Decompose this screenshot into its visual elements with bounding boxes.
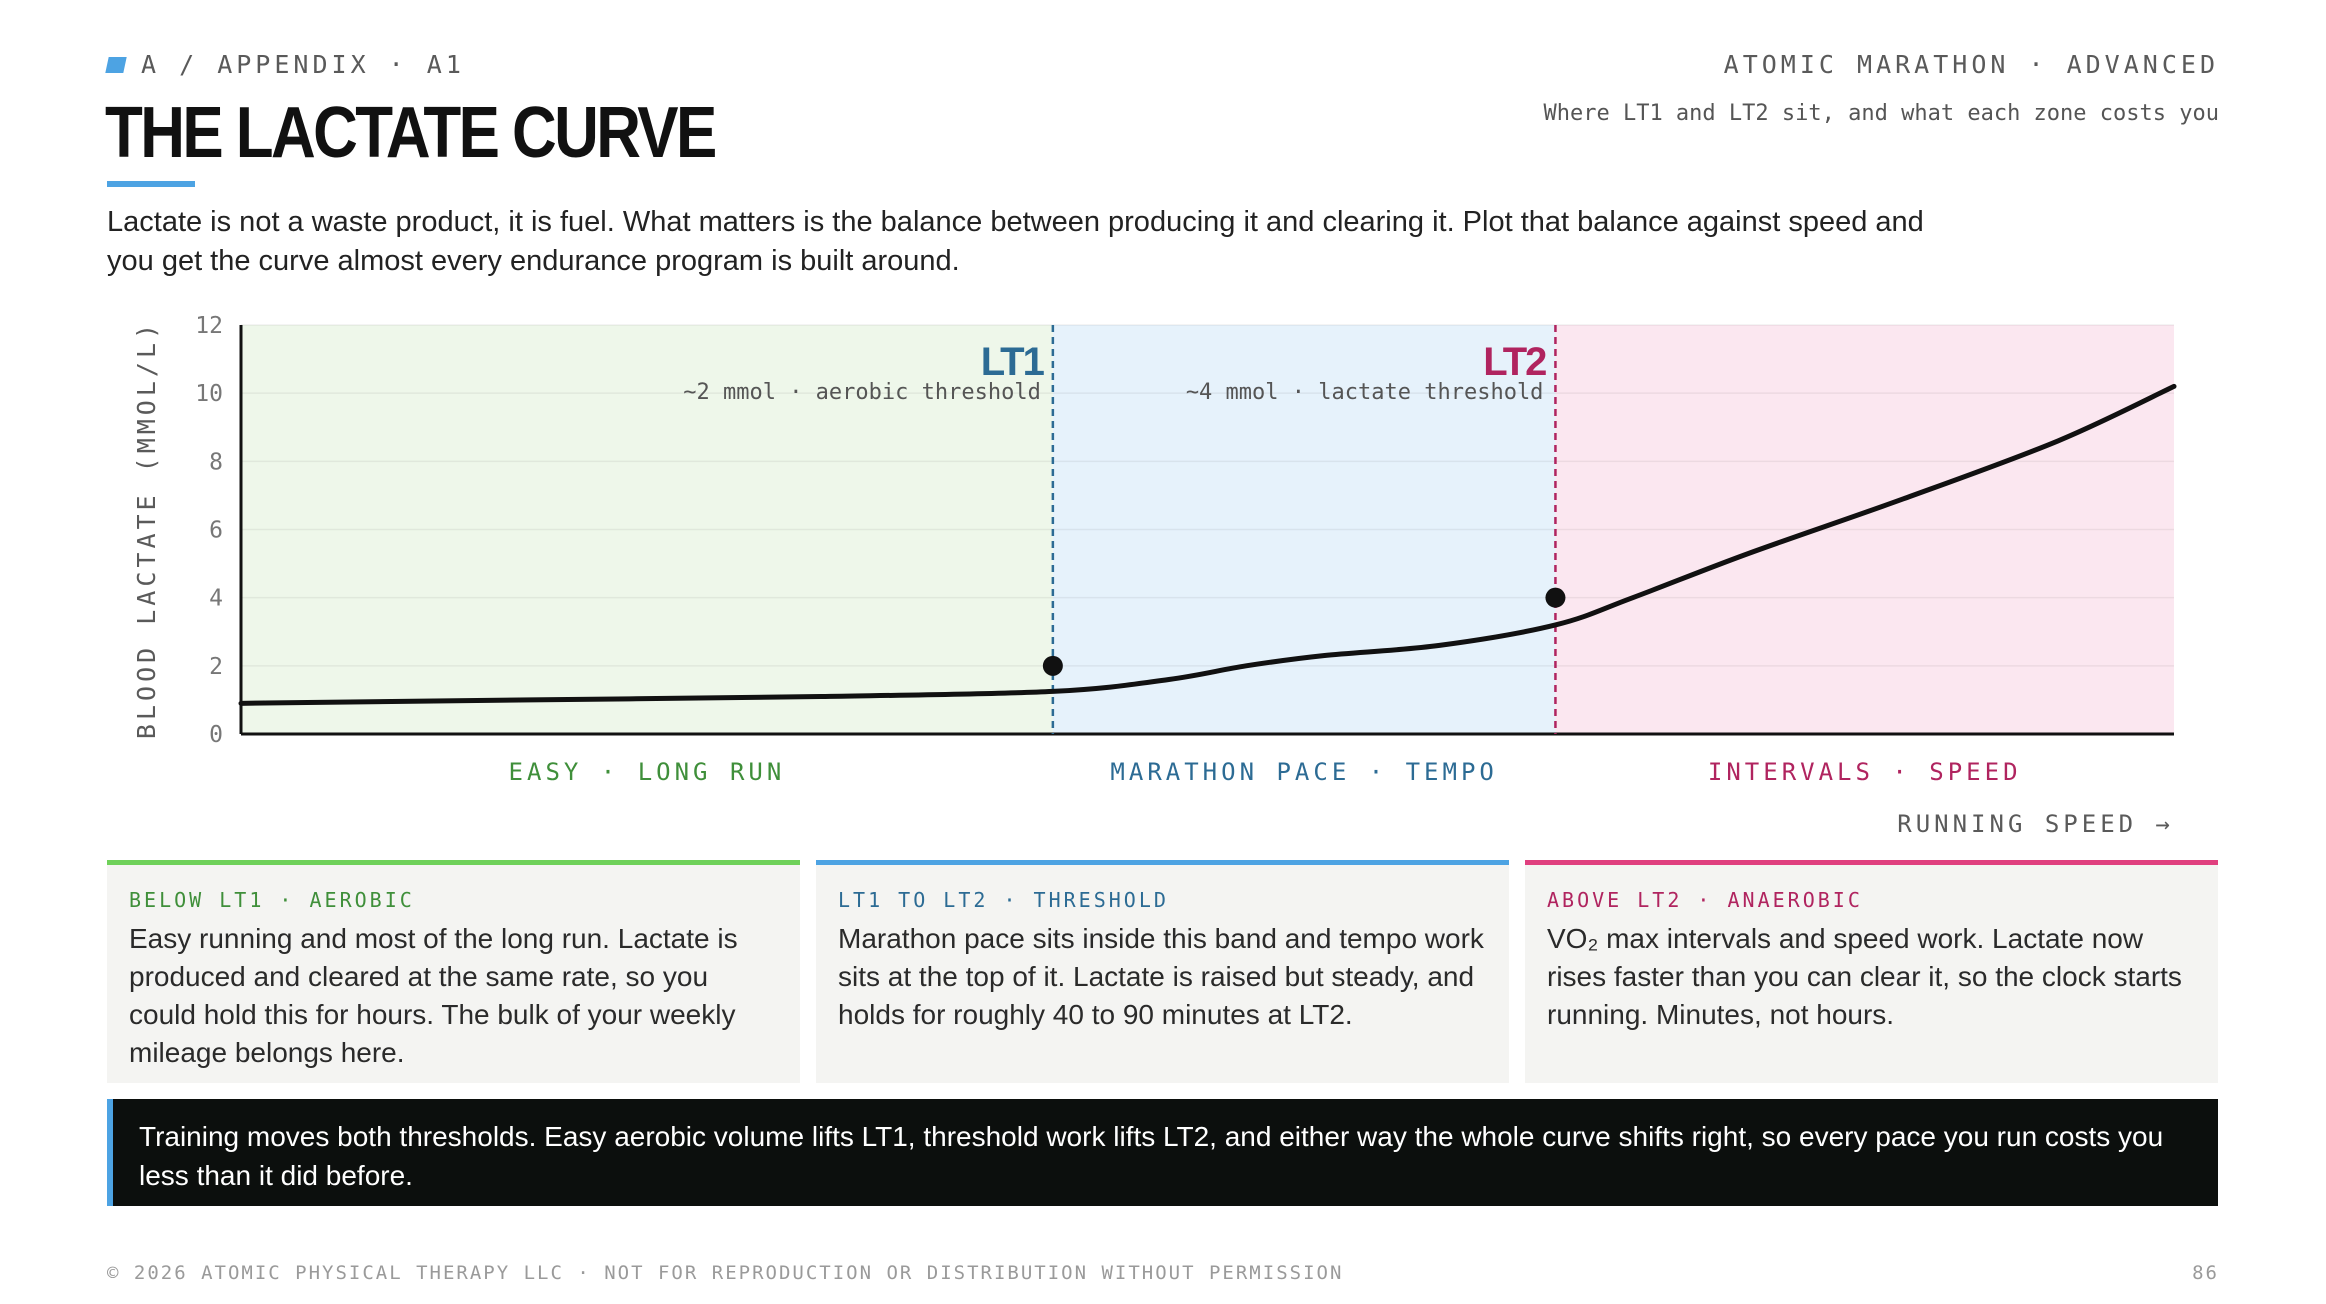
- breadcrumb: A / APPENDIX · A1: [105, 50, 465, 79]
- card-aerobic-body: Easy running and most of the long run. L…: [129, 923, 738, 1068]
- card-aerobic-title: BELOW LT1 · AEROBIC: [129, 888, 415, 912]
- zone-label-2: INTERVALS · SPEED: [1708, 758, 2022, 786]
- zone-label-0: EASY · LONG RUN: [509, 758, 786, 786]
- callout-accent: [107, 1099, 113, 1206]
- card-anaerobic-title: ABOVE LT2 · ANAEROBIC: [1547, 888, 1863, 912]
- x-axis-label: RUNNING SPEED →: [1897, 810, 2174, 838]
- card-anaerobic-body: VO₂ max intervals and speed work. Lactat…: [1547, 923, 2182, 1030]
- card-threshold-body: Marathon pace sits inside this band and …: [838, 923, 1484, 1030]
- threshold-label-lt2: LT2: [1483, 340, 1546, 384]
- card-threshold: LT1 TO LT2 · THRESHOLD Marathon pace sit…: [816, 860, 1509, 1083]
- zone-band-0: [241, 325, 1053, 734]
- threshold-note-lt2: ~4 mmol · lactate threshold: [1186, 380, 1544, 405]
- page-number: 86: [2192, 1262, 2219, 1284]
- zone-cards: BELOW LT1 · AEROBIC Easy running and mos…: [107, 860, 2218, 1083]
- callout-text: Training moves both thresholds. Easy aer…: [139, 1121, 2164, 1191]
- page-title: THE LACTATE CURVE: [105, 93, 717, 173]
- summary-callout: Training moves both thresholds. Easy aer…: [107, 1099, 2218, 1206]
- y-tick-label-0: 0: [209, 722, 223, 748]
- card-anaerobic: ABOVE LT2 · ANAEROBIC VO₂ max intervals …: [1525, 860, 2218, 1083]
- y-tick-label-1: 2: [209, 654, 223, 680]
- footer-copyright: © 2026 ATOMIC PHYSICAL THERAPY LLC · NOT…: [107, 1262, 1344, 1284]
- brand-label: ATOMIC MARATHON · ADVANCED: [1723, 50, 2219, 79]
- breadcrumb-text: A / APPENDIX · A1: [141, 50, 465, 79]
- intro-paragraph: Lactate is not a waste product, it is fu…: [107, 206, 1924, 277]
- y-tick-label-3: 6: [209, 518, 223, 544]
- y-axis-label: BLOOD LACTATE (MMOL/L): [132, 320, 161, 739]
- threshold-note-lt1: ~2 mmol · aerobic threshold: [683, 380, 1041, 405]
- y-tick-label-2: 4: [209, 586, 223, 612]
- threshold-point-lt2: [1545, 587, 1566, 608]
- threshold-label-lt1: LT1: [981, 340, 1045, 384]
- lactate-curve-line: [238, 383, 2177, 706]
- page-subtitle: Where LT1 and LT2 sit, and what each zon…: [1543, 101, 2219, 126]
- threshold-point-lt1: [1042, 655, 1063, 676]
- card-threshold-title: LT1 TO LT2 · THRESHOLD: [838, 888, 1169, 912]
- zone-label-1: MARATHON PACE · TEMPO: [1110, 758, 1497, 786]
- card-threshold-bar: [816, 860, 1509, 865]
- card-anaerobic-bar: [1525, 860, 2218, 865]
- zone-band-2: [1555, 325, 2174, 734]
- card-aerobic: BELOW LT1 · AEROBIC Easy running and mos…: [107, 860, 800, 1083]
- y-tick-label-5: 10: [195, 381, 223, 407]
- y-tick-label-6: 12: [195, 313, 223, 339]
- card-aerobic-bar: [107, 860, 800, 865]
- zone-band-1: [1052, 325, 1556, 734]
- y-tick-label-4: 8: [209, 449, 223, 475]
- lactate-curve-chart: 0 2 4 6 8 10 12 BLOOD LACTATE (MMOL/L) LT1~2 mmo…: [132, 313, 2177, 838]
- title-underline: [107, 181, 195, 187]
